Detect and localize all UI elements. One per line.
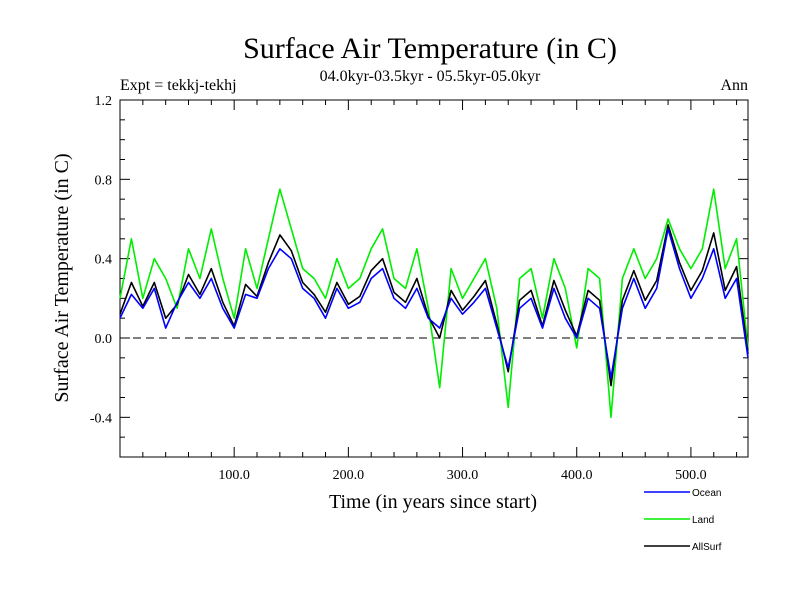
series-line-ocean <box>119 228 749 379</box>
y-tick-label: 0.4 <box>95 253 113 268</box>
y-tick-label: 1.2 <box>95 94 113 109</box>
series-line-land <box>119 188 749 419</box>
experiment-label: Expt = tekkj-tekhj <box>120 77 237 94</box>
legend: Ocean Land AllSurf <box>644 488 722 553</box>
season-label: Ann <box>720 77 748 94</box>
legend-label-land: Land <box>692 515 714 526</box>
x-tick-label: 400.0 <box>561 468 593 483</box>
x-tick-label: 200.0 <box>333 468 365 483</box>
series-line-allsurf <box>119 224 749 387</box>
series-lines <box>119 188 749 419</box>
axis-ticks <box>120 100 748 457</box>
legend-label-ocean: Ocean <box>692 488 721 499</box>
y-tick-label: 0.0 <box>95 332 113 347</box>
y-tick-label: -0.4 <box>90 411 112 426</box>
x-tick-label: 500.0 <box>675 468 707 483</box>
x-tick-label: 100.0 <box>218 468 250 483</box>
x-tick-label: 300.0 <box>447 468 479 483</box>
chart-subtitle: 04.0kyr-03.5kyr - 05.5kyr-05.0kyr <box>320 68 541 85</box>
tick-labels: 100.0 200.0 300.0 400.0 500.0 -0.4 0.0 0.4 0.8 1.… <box>90 94 707 483</box>
y-tick-label: 0.8 <box>95 173 113 188</box>
x-axis-label: Time (in years since start) <box>329 491 537 513</box>
chart-title: Surface Air Temperature (in C) <box>243 32 617 65</box>
legend-label-allsurf: AllSurf <box>692 542 722 553</box>
y-axis-label: Surface Air Temperature (in C) <box>51 153 73 402</box>
